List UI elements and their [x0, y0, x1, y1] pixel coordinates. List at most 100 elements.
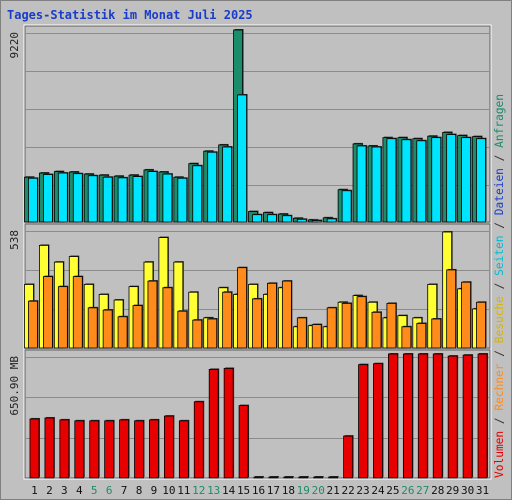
bar-middle-seiten-day-16: [252, 298, 262, 349]
bar-top-dateien-day-13: [207, 151, 218, 223]
bar-top-dateien-day-28: [431, 137, 442, 223]
bar-top-dateien-day-26: [401, 139, 412, 223]
bar-bottom-volumen-day-1: [29, 418, 40, 479]
bar-top-dateien-day-23: [356, 145, 367, 223]
legend-entry: /: [493, 343, 506, 363]
bar-bottom-volumen-day-29: [447, 355, 458, 479]
bar-middle-seiten-day-6: [102, 309, 113, 349]
bar-bottom-volumen-day-19: [298, 476, 309, 479]
bar-top-dateien-day-30: [461, 137, 471, 223]
x-tick-label: 31: [476, 484, 489, 497]
x-tick-label: 25: [386, 484, 399, 497]
bar-bottom-volumen-day-7: [119, 419, 129, 479]
x-tick-label: 16: [252, 484, 265, 497]
right-legend: Volumen / Rechner / Besuche / Seiten / D…: [493, 94, 506, 478]
legend-entry: /: [493, 276, 506, 296]
bar-bottom-volumen-day-14: [223, 368, 234, 479]
bar-middle-seiten-day-11: [177, 310, 188, 349]
bar-bottom-volumen-day-4: [74, 420, 85, 479]
legend-entry: Rechner: [493, 363, 506, 410]
x-tick-label: 23: [356, 484, 369, 497]
x-tick-label: 28: [431, 484, 444, 497]
legend-entry: Volumen: [493, 431, 506, 478]
bar-bottom-volumen-day-8: [134, 420, 144, 479]
bar-bottom-volumen-day-17: [268, 476, 279, 479]
bar-top-dateien-day-27: [416, 140, 427, 223]
bar-shadow-bottom: [269, 476, 279, 477]
bar-top-dateien-day-29: [446, 134, 457, 223]
x-tick-label: 26: [401, 484, 414, 497]
bar-top-dateien-day-8: [132, 176, 143, 223]
x-tick-label: 5: [91, 484, 98, 497]
bar-shadow-bottom: [284, 476, 294, 477]
x-tick-label: 2: [46, 484, 53, 497]
bar-middle-seiten-day-10: [162, 287, 173, 349]
bar-bottom-volumen-day-10: [163, 415, 174, 479]
bar-shadow-bottom: [329, 476, 339, 477]
bar-middle-seiten-day-30: [461, 281, 471, 349]
bar-top-dateien-day-18: [281, 215, 292, 223]
bar-middle-seiten-day-31: [476, 301, 486, 349]
x-tick-label: 8: [136, 484, 143, 497]
bar-middle-seiten-day-19: [296, 317, 307, 349]
bar-bottom-volumen-day-16: [253, 476, 264, 479]
x-tick-label: 4: [76, 484, 83, 497]
bar-top-dateien-day-15: [237, 94, 247, 223]
x-tick-label: 12: [192, 484, 205, 497]
bar-bottom-volumen-day-6: [104, 420, 115, 479]
legend-entry: Dateien: [493, 168, 506, 215]
x-tick-label: 6: [106, 484, 113, 497]
x-tick-label: 1: [31, 484, 38, 497]
y-tick-label-middle: 538: [8, 230, 21, 250]
bar-middle-seiten-day-8: [132, 305, 143, 349]
x-tick-label: 19: [297, 484, 310, 497]
legend-entry: Besuche: [493, 296, 506, 343]
x-tick-label: 18: [282, 484, 295, 497]
bar-top-dateien-day-19: [296, 218, 307, 223]
bar-top-dateien-day-7: [117, 177, 128, 223]
bar-bottom-volumen-day-24: [373, 363, 383, 479]
x-tick-label: 7: [121, 484, 128, 497]
x-tick-label: 3: [61, 484, 68, 497]
bar-middle-seiten-day-7: [117, 316, 128, 349]
bar-middle-seiten-day-12: [192, 319, 203, 349]
y-tick-label-top: 9220: [8, 32, 21, 59]
bar-middle-seiten-day-28: [431, 318, 442, 349]
bar-top-dateien-day-6: [102, 176, 113, 223]
bar-top-dateien-day-21: [326, 218, 337, 223]
x-tick-label: 21: [327, 484, 340, 497]
x-tick-label: 24: [371, 484, 385, 497]
bar-middle-seiten-day-17: [267, 282, 277, 349]
x-tick-label: 13: [207, 484, 220, 497]
bar-bottom-volumen-day-15: [238, 405, 249, 479]
bar-top-dateien-day-20: [311, 220, 322, 223]
bar-middle-seiten-day-4: [72, 276, 83, 349]
bar-middle-seiten-day-25: [386, 302, 397, 349]
bar-middle-seiten-day-21: [326, 307, 337, 349]
x-tick-label: 15: [237, 484, 250, 497]
bar-middle-seiten-day-3: [57, 286, 68, 349]
bar-bottom-volumen-day-30: [462, 354, 473, 479]
bar-top-dateien-day-17: [267, 214, 277, 223]
bar-top-dateien-day-11: [177, 177, 188, 223]
bar-top-dateien-day-14: [222, 146, 233, 223]
bar-top-dateien-day-5: [87, 175, 98, 223]
x-tick-label: 11: [177, 484, 190, 497]
x-tick-label: 14: [222, 484, 236, 497]
x-tick-label: 22: [341, 484, 354, 497]
bar-top-dateien-day-25: [386, 138, 397, 223]
legend-entry: /: [493, 148, 506, 168]
bar-middle-seiten-day-29: [446, 269, 457, 349]
bar-bottom-volumen-day-3: [59, 419, 70, 479]
y-tick-label-bottom: 650.90 MB: [8, 356, 21, 416]
x-tick-label: 17: [267, 484, 280, 497]
legend-entry: Anfragen: [493, 94, 506, 148]
bar-bottom-volumen-day-13: [208, 369, 219, 479]
bar-bottom-volumen-day-20: [313, 476, 324, 479]
x-tick-label: 9: [151, 484, 158, 497]
bar-bottom-volumen-day-12: [193, 401, 204, 479]
bar-middle-seiten-day-22: [341, 302, 352, 349]
bar-middle-seiten-day-18: [281, 280, 292, 349]
legend-entry: /: [493, 411, 506, 431]
